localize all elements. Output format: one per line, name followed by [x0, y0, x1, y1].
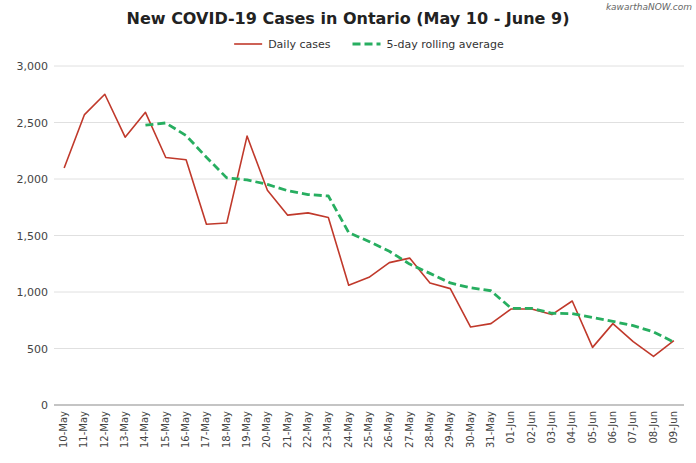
x-tick-label: 03-Jun	[546, 411, 557, 444]
y-tick-label: 2,000	[17, 173, 49, 186]
x-tick-label: 21-May	[282, 411, 293, 448]
x-tick-label: 08-Jun	[648, 411, 659, 444]
x-tick-label: 07-Jun	[627, 411, 638, 444]
y-tick-label: 1,000	[17, 286, 49, 299]
title: New COVID-19 Cases in Ontario (May 10 - …	[127, 9, 570, 28]
grid-line	[54, 405, 684, 406]
grid-line	[54, 235, 684, 236]
grid-line	[54, 348, 684, 349]
watermark: kawarthaNOW.com	[606, 2, 692, 12]
x-tick-label: 30-May	[465, 411, 476, 448]
x-tick-label: 19-May	[241, 411, 252, 448]
x-tick-label: 16-May	[180, 411, 191, 448]
x-tick-label: 17-May	[200, 411, 211, 448]
legend-label: 5-day rolling average	[387, 38, 505, 51]
x-tick-label: 28-May	[424, 411, 435, 448]
x-tick-label: 29-May	[444, 411, 455, 448]
x-axis-line	[54, 405, 684, 406]
x-tick-label: 20-May	[261, 411, 272, 448]
legend-label: Daily cases	[268, 38, 331, 51]
x-tick-label: 14-May	[139, 411, 150, 448]
series-line	[64, 94, 674, 356]
x-axis: 10-May 11-May 12-May 13-May 14-May 15-May 16-M…	[58, 411, 679, 448]
x-tick-label: 15-May	[160, 411, 171, 448]
series-line	[145, 123, 673, 342]
grid-line	[54, 122, 684, 123]
y-tick-label: 0	[41, 399, 48, 412]
x-tick-label: 25-May	[363, 411, 374, 448]
x-tick-label: 02-Jun	[526, 411, 537, 444]
grid-line	[54, 292, 684, 293]
grid-line	[54, 179, 684, 180]
grid-line	[54, 66, 684, 67]
y-tick-label: 3,000	[17, 60, 49, 73]
x-tick-label: 23-May	[322, 411, 333, 448]
x-tick-label: 13-May	[119, 411, 130, 448]
x-tick-label: 18-May	[221, 411, 232, 448]
x-tick-label: 11-May	[78, 411, 89, 448]
legend-swatch	[234, 43, 262, 45]
x-tick-label: 10-May	[58, 411, 69, 448]
legend-swatch	[353, 43, 381, 46]
x-tick-label: 12-May	[99, 411, 110, 448]
y-axis: 0 500 1,000 1,500 2,000 2,500 3,000	[17, 60, 685, 412]
chart: New COVID-19 Cases in Ontario (May 10 - …	[0, 0, 696, 463]
x-tick-label: 06-Jun	[607, 411, 618, 444]
x-tick-label: 01-Jun	[505, 411, 516, 444]
legend: Daily cases 5-day rolling average	[234, 38, 504, 51]
x-tick-label: 27-May	[404, 411, 415, 448]
x-tick-label: 24-May	[343, 411, 354, 448]
x-tick-label: 09-Jun	[668, 411, 679, 444]
x-tick-label: 22-May	[302, 411, 313, 448]
y-tick-label: 500	[27, 343, 48, 356]
y-tick-label: 1,500	[17, 230, 49, 243]
x-tick-label: 26-May	[383, 411, 394, 448]
y-tick-label: 2,500	[17, 117, 49, 130]
x-tick-label: 05-Jun	[587, 411, 598, 444]
x-tick-label: 31-May	[485, 411, 496, 448]
x-tick-label: 04-Jun	[566, 411, 577, 444]
plot-area	[64, 94, 674, 356]
